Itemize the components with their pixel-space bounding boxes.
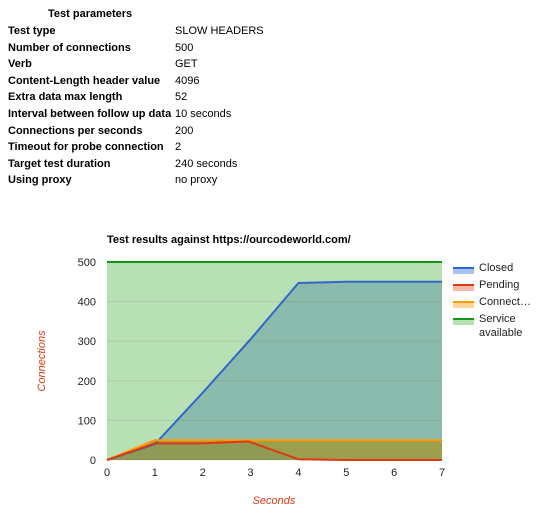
y-axis-label: Connections — [36, 330, 48, 392]
param-value: 500 — [175, 41, 194, 54]
series-lines — [106, 261, 442, 461]
x-tick-label: 2 — [200, 467, 206, 479]
param-value: 200 — [175, 124, 194, 137]
x-tick-label: 3 — [248, 467, 254, 479]
param-value: 52 — [175, 91, 188, 104]
param-label: Test type — [8, 25, 56, 37]
legend-label-line2: available — [479, 327, 522, 339]
param-row-content-length: Content-Length header value 4096 — [8, 73, 264, 90]
y-tick-label: 100 — [78, 415, 96, 427]
param-value: SLOW HEADERS — [175, 25, 264, 37]
chart-title: Test results against https://ourcodeworl… — [107, 234, 351, 246]
param-row-timeout: Timeout for probe connection 2 — [8, 139, 264, 156]
param-label: Extra data max length — [8, 91, 123, 104]
param-row-proxy: Using proxy no proxy — [8, 172, 264, 189]
legend-swatch-fill — [453, 285, 474, 291]
x-tick-label: 5 — [343, 467, 349, 479]
legend-swatch-fill — [453, 268, 474, 274]
legend-label: Connect… — [479, 296, 531, 308]
series-areas — [107, 262, 442, 460]
area-pending — [107, 441, 442, 460]
legend-swatch-fill — [453, 302, 474, 308]
x-tick-label: 0 — [104, 467, 110, 479]
x-tick-label: 7 — [439, 467, 445, 479]
x-tick-label: 1 — [152, 467, 158, 479]
gridlines — [107, 301, 442, 461]
line-connect — [106, 439, 442, 461]
y-tick-label: 400 — [78, 297, 96, 309]
x-axis: 0 1 2 3 4 5 6 7 — [104, 467, 445, 479]
param-value: 4096 — [175, 74, 200, 87]
test-parameters-table: Test parameters Test type SLOW HEADERS Nu… — [8, 6, 264, 189]
param-value: 10 seconds — [175, 107, 232, 120]
param-label: Timeout for probe connection — [8, 141, 164, 154]
legend-label: Closed — [479, 262, 513, 274]
param-label: Connections per seconds — [8, 124, 143, 137]
param-label: Content-Length header value — [8, 74, 161, 87]
param-row-extra-data: Extra data max length 52 — [8, 89, 264, 106]
param-row-connections-per-second: Connections per seconds 200 — [8, 123, 264, 140]
param-row-verb: Verb GET — [8, 56, 264, 73]
param-value: no proxy — [175, 174, 218, 187]
x-tick-label: 6 — [391, 467, 397, 479]
param-value: 2 — [175, 141, 182, 154]
line-closed — [106, 280, 442, 461]
y-tick-label: 500 — [78, 257, 96, 269]
legend-label: Service — [479, 313, 516, 325]
y-axis: 0 100 200 300 400 500 — [78, 257, 96, 467]
legend: Closed Pending Connect… Service available — [453, 262, 531, 339]
param-label: Number of connections — [8, 41, 131, 54]
param-value: GET — [175, 58, 198, 71]
param-label: Verb — [8, 58, 32, 71]
line-pending — [106, 440, 442, 461]
param-row-interval: Interval between follow up data 10 second… — [8, 106, 264, 123]
param-label: Target test duration — [8, 157, 111, 170]
param-label: Interval between follow up data — [8, 107, 172, 120]
y-tick-label: 0 — [90, 455, 96, 467]
param-label: Using proxy — [8, 174, 72, 187]
legend-label: Pending — [479, 279, 519, 291]
x-axis-label: Seconds — [253, 495, 296, 507]
param-row-duration: Target test duration 240 seconds — [8, 156, 264, 173]
y-tick-label: 300 — [78, 336, 96, 348]
legend-swatch-fill — [453, 319, 474, 325]
y-tick-label: 200 — [78, 376, 96, 388]
param-row-test-type: Test type SLOW HEADERS — [8, 23, 264, 40]
test-parameters-title: Test parameters — [48, 8, 133, 20]
param-value: 240 seconds — [175, 157, 238, 170]
x-tick-label: 4 — [295, 467, 301, 479]
param-row-number-of-connections: Number of connections 500 — [8, 40, 264, 57]
area-closed — [107, 281, 442, 460]
